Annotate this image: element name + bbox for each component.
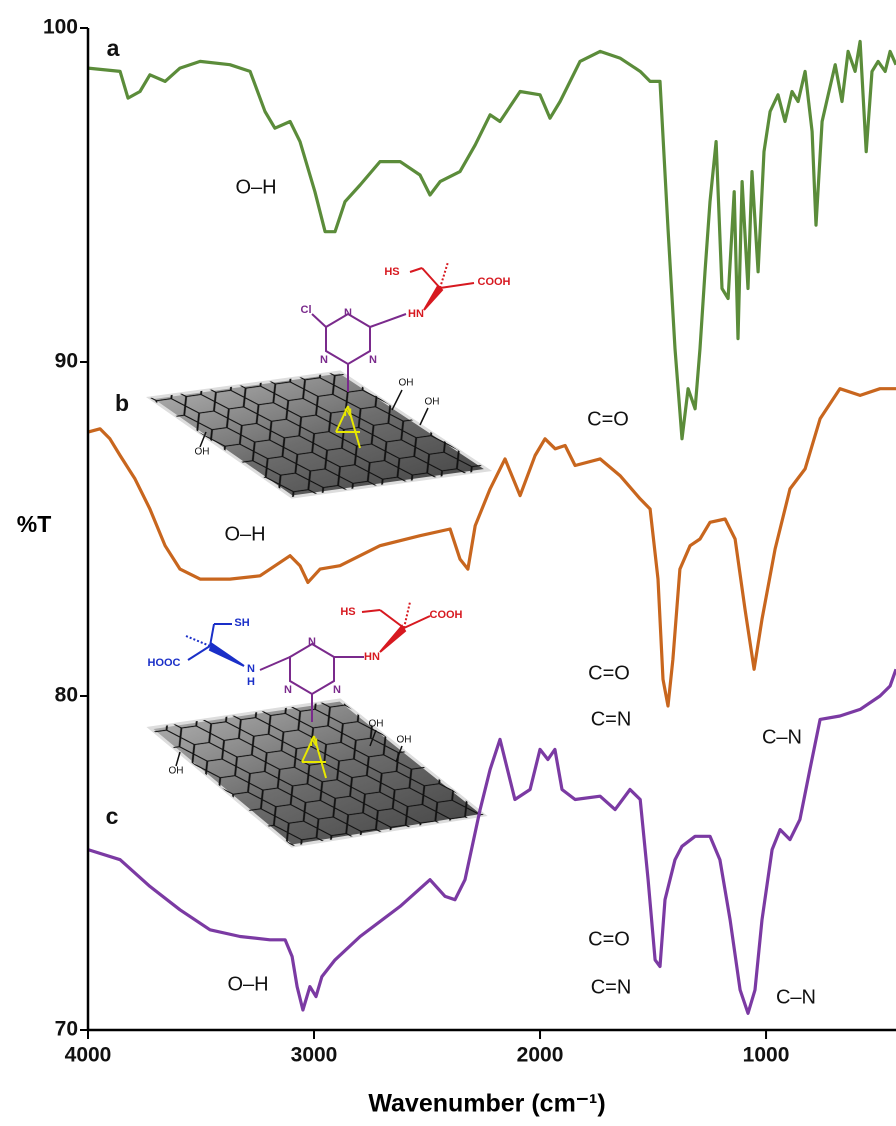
chart: HS COOH HN Cl N N N N OH OH OH (0, 0, 896, 1126)
molecule-label: Cl (301, 304, 312, 316)
molecule-label: OH (195, 447, 210, 458)
series-label: b (115, 390, 129, 416)
spectrum-line (88, 41, 896, 438)
y-tick-label: 70 (55, 1018, 78, 1041)
molecule-label: N (344, 307, 352, 319)
series-label: c (106, 803, 119, 829)
molecule-label: OH (369, 719, 384, 730)
molecule-label: N (310, 737, 318, 749)
annotation: C=O (587, 408, 629, 430)
molecule-label: HN (364, 651, 380, 663)
y-tick-label: 80 (55, 684, 78, 707)
molecule-label: COOH (430, 609, 463, 621)
molecule-label: N (333, 684, 341, 696)
annotation: C=O (588, 928, 630, 950)
annotation: O–H (227, 973, 268, 995)
x-tick-label: 4000 (65, 1044, 112, 1067)
molecule-label: OH (397, 735, 412, 746)
x-tick-label: 2000 (517, 1044, 564, 1067)
molecule-label: HS (384, 266, 399, 278)
molecule-label: COOH (478, 276, 511, 288)
series-label: a (107, 35, 120, 61)
inset-molecule: HS COOH HN Cl N N N N OH OH OH (150, 262, 511, 497)
annotation: O–H (235, 176, 276, 198)
molecule-label: HN (408, 308, 424, 320)
molecule-label: SH (234, 617, 249, 629)
annotation: C=N (591, 976, 632, 998)
y-axis-title: %T (17, 511, 52, 537)
molecule-label: N (369, 354, 377, 366)
y-tick-label: 90 (55, 350, 78, 373)
molecule-label: N (308, 636, 316, 648)
molecule-label: OH (169, 766, 184, 777)
annotation: O–H (224, 523, 265, 545)
annotation: C–N (762, 726, 802, 748)
x-tick-label: 1000 (743, 1044, 790, 1067)
molecule-label: HS (340, 606, 355, 618)
molecule-label: OH (399, 378, 414, 389)
molecule-label: N (247, 663, 255, 675)
molecule-label: OH (425, 397, 440, 408)
molecule-label: N (284, 684, 292, 696)
molecule-label: HOOC (148, 657, 181, 669)
inset-molecule: SH HS COOH HOOC N H HN N N N N OH OH OH (148, 602, 485, 846)
molecule-label: H (247, 676, 255, 688)
annotation: C–N (776, 986, 816, 1008)
annotation: C=O (588, 662, 630, 684)
annotation: C=N (591, 708, 632, 730)
x-tick-label: 3000 (291, 1044, 338, 1067)
y-tick-label: 100 (43, 16, 78, 39)
molecule-label: N (344, 407, 352, 419)
x-axis-title: Wavenumber (cm⁻¹) (368, 1090, 605, 1118)
molecule-label: N (320, 354, 328, 366)
